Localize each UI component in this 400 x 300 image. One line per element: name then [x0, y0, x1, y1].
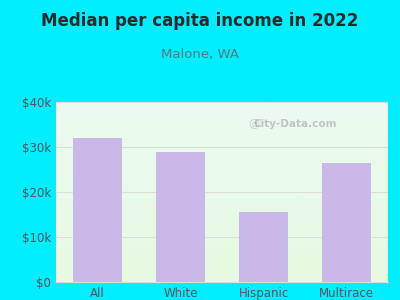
Text: Median per capita income in 2022: Median per capita income in 2022 [41, 12, 359, 30]
Bar [240, 212, 288, 282]
Text: @: @ [248, 118, 259, 129]
Text: Malone, WA: Malone, WA [161, 48, 239, 61]
Bar [156, 152, 204, 282]
Text: City-Data.com: City-Data.com [253, 118, 337, 129]
Bar [322, 163, 370, 282]
Bar [74, 138, 122, 282]
